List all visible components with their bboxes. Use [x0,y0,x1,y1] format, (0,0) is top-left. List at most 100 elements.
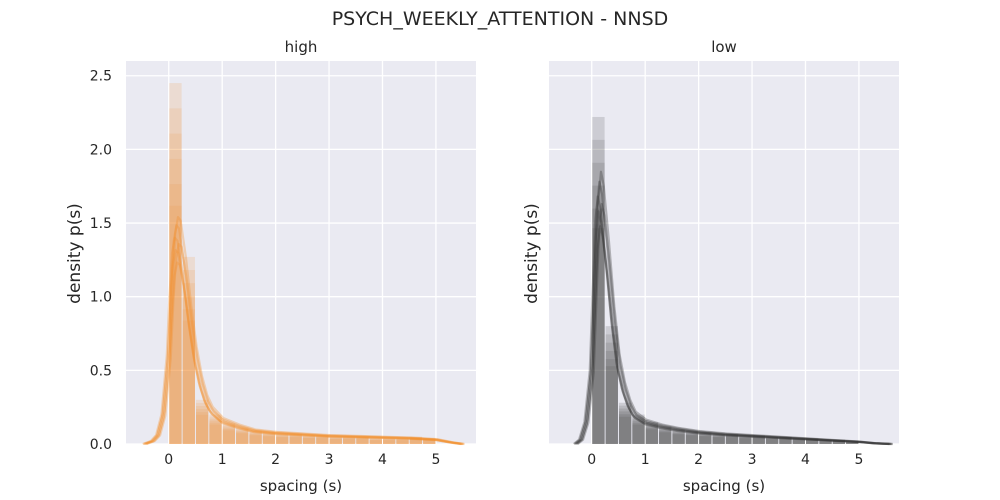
x-axis: 0 1 2 3 4 5 [164,452,440,468]
histogram-bar [302,436,316,444]
histogram-bar [832,440,846,444]
histogram-bar [739,436,752,444]
histogram-bar [618,414,632,444]
histogram-bar [846,442,859,444]
histogram-bar [262,433,276,444]
y-tick-label: 0.0 [90,437,112,453]
histogram-bar [236,427,249,444]
histogram-bar [356,438,369,444]
kde-line [575,225,892,446]
histogram-bar [276,433,289,444]
histogram-bar [276,434,289,444]
histogram-bar [739,435,752,444]
kde-line [146,242,465,446]
histogram-bar [712,437,725,444]
y-tick-label: 1.5 [90,216,112,232]
histogram-bar [645,429,659,444]
histogram-bar [289,433,302,444]
histogram-bar [182,256,195,444]
x-tick-label: 4 [801,452,810,468]
histogram-bar [725,437,739,444]
histogram-bar [685,434,699,444]
histogram-bar [592,185,605,444]
histogram-bar [396,440,409,444]
histogram-bar [423,438,436,444]
histogram-bar [618,416,632,444]
y-tick-label: 2.0 [90,142,112,158]
histogram-bar [699,432,712,444]
histogram-bar [725,435,739,444]
histogram-bar [779,438,792,444]
histogram-bar [169,108,182,444]
kde-line [145,216,465,446]
y-tick-label: 0.5 [90,363,112,379]
kde-line [574,180,891,446]
histogram-bar [752,436,765,444]
kde-curves [573,170,894,446]
x-tick-label: 4 [378,452,387,468]
plot-area [126,61,476,444]
histogram-bar [819,440,832,444]
histogram-bar [342,437,356,444]
histogram-bar [396,438,409,444]
x-tick-label: 0 [587,452,596,468]
histogram-bar [329,437,342,444]
histogram-bar [316,436,329,444]
histogram-bar [685,432,699,444]
histogram-bar [712,434,725,444]
histogram-bar [396,438,409,444]
x-axis-label: spacing (s) [260,477,342,495]
histogram-bar [792,438,805,444]
histogram-bar [356,439,369,444]
grid [549,61,899,445]
histogram-bar [832,439,846,444]
histogram-bar [618,411,632,444]
histogram-bar [752,437,765,444]
histogram-bar [632,416,645,444]
histogram-bar [805,438,819,444]
histogram-bar [356,437,369,444]
histogram-bar [409,439,423,444]
histogram-bar [846,441,859,444]
histogram-bar [209,414,222,444]
histogram-bar [236,432,249,444]
histogram-bar [356,436,369,444]
histogram-bar [832,440,846,444]
histogram-bar [632,424,645,444]
histogram-bar [779,439,792,444]
histogram-bar [396,439,409,444]
histogram-bar [182,283,195,444]
histogram-bar [302,437,316,444]
histogram-bar [316,438,329,444]
histogram-bar [739,438,752,444]
histogram-bar [382,438,396,444]
histogram-bar [725,435,739,444]
histogram-bar [792,439,805,444]
histogram-bar [423,439,436,444]
histogram-bar [302,438,316,444]
kde-curves [142,216,465,446]
histogram-bar [409,438,423,444]
histogram-bar [672,433,685,444]
histogram-bar [605,350,618,444]
histogram-bar [222,423,236,444]
histogram-bar [805,439,819,444]
histogram-bar [369,439,382,444]
subplots: high 0 1 2 3 4 5 0.0 0.5 1.0 1.5 2.0 2.5 spacing (s) d… [65,38,899,495]
histogram-bar [222,426,236,444]
histogram-bar [316,435,329,444]
histogram-bar [765,437,779,444]
x-tick-label: 5 [431,452,440,468]
x-axis: 0 1 2 3 4 5 [587,452,863,468]
histogram-bar [276,435,289,444]
histogram-bar [659,428,672,444]
x-tick-label: 3 [325,452,334,468]
histogram-bar [209,424,222,444]
histogram-bar [659,431,672,444]
histogram-bar [249,434,262,444]
kde-line [142,236,461,446]
histogram-bar [605,334,618,444]
histogram-bar [699,436,712,444]
histogram-bar [276,435,289,444]
histogram-bar [369,440,382,444]
